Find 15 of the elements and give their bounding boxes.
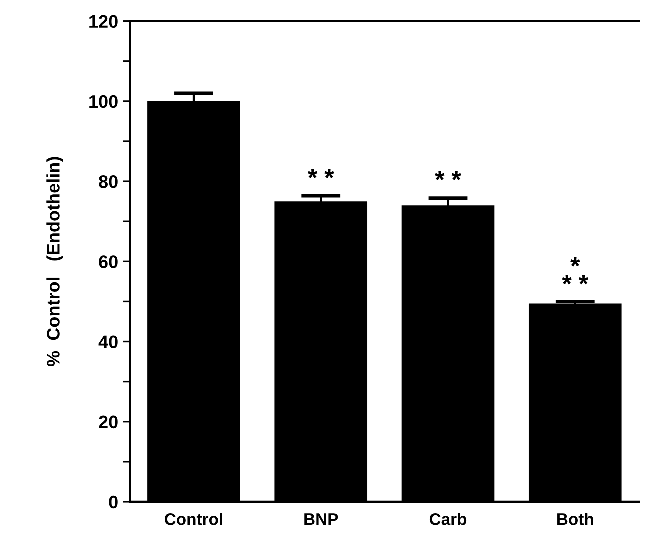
y-tick-label: 80: [99, 175, 118, 188]
x-tick-label: Both: [558, 513, 594, 526]
y-tick-label: 0: [109, 496, 118, 509]
y-tick-label: 60: [99, 256, 118, 268]
x-tick-label: Carb: [430, 513, 467, 526]
annotation: * *: [308, 169, 334, 178]
y-axis-title: % Control (Endothelin): [46, 157, 64, 367]
y-tick-label: 100: [90, 95, 118, 108]
y-tick-label: 120: [90, 15, 118, 28]
y-tick-label: 20: [99, 416, 118, 429]
x-tick-label: Control: [165, 513, 222, 526]
annotation: * *: [435, 171, 462, 180]
y-tick-label: 40: [98, 336, 118, 348]
annotation: * * *: [562, 257, 589, 285]
x-tick-label: BNP: [304, 514, 338, 526]
